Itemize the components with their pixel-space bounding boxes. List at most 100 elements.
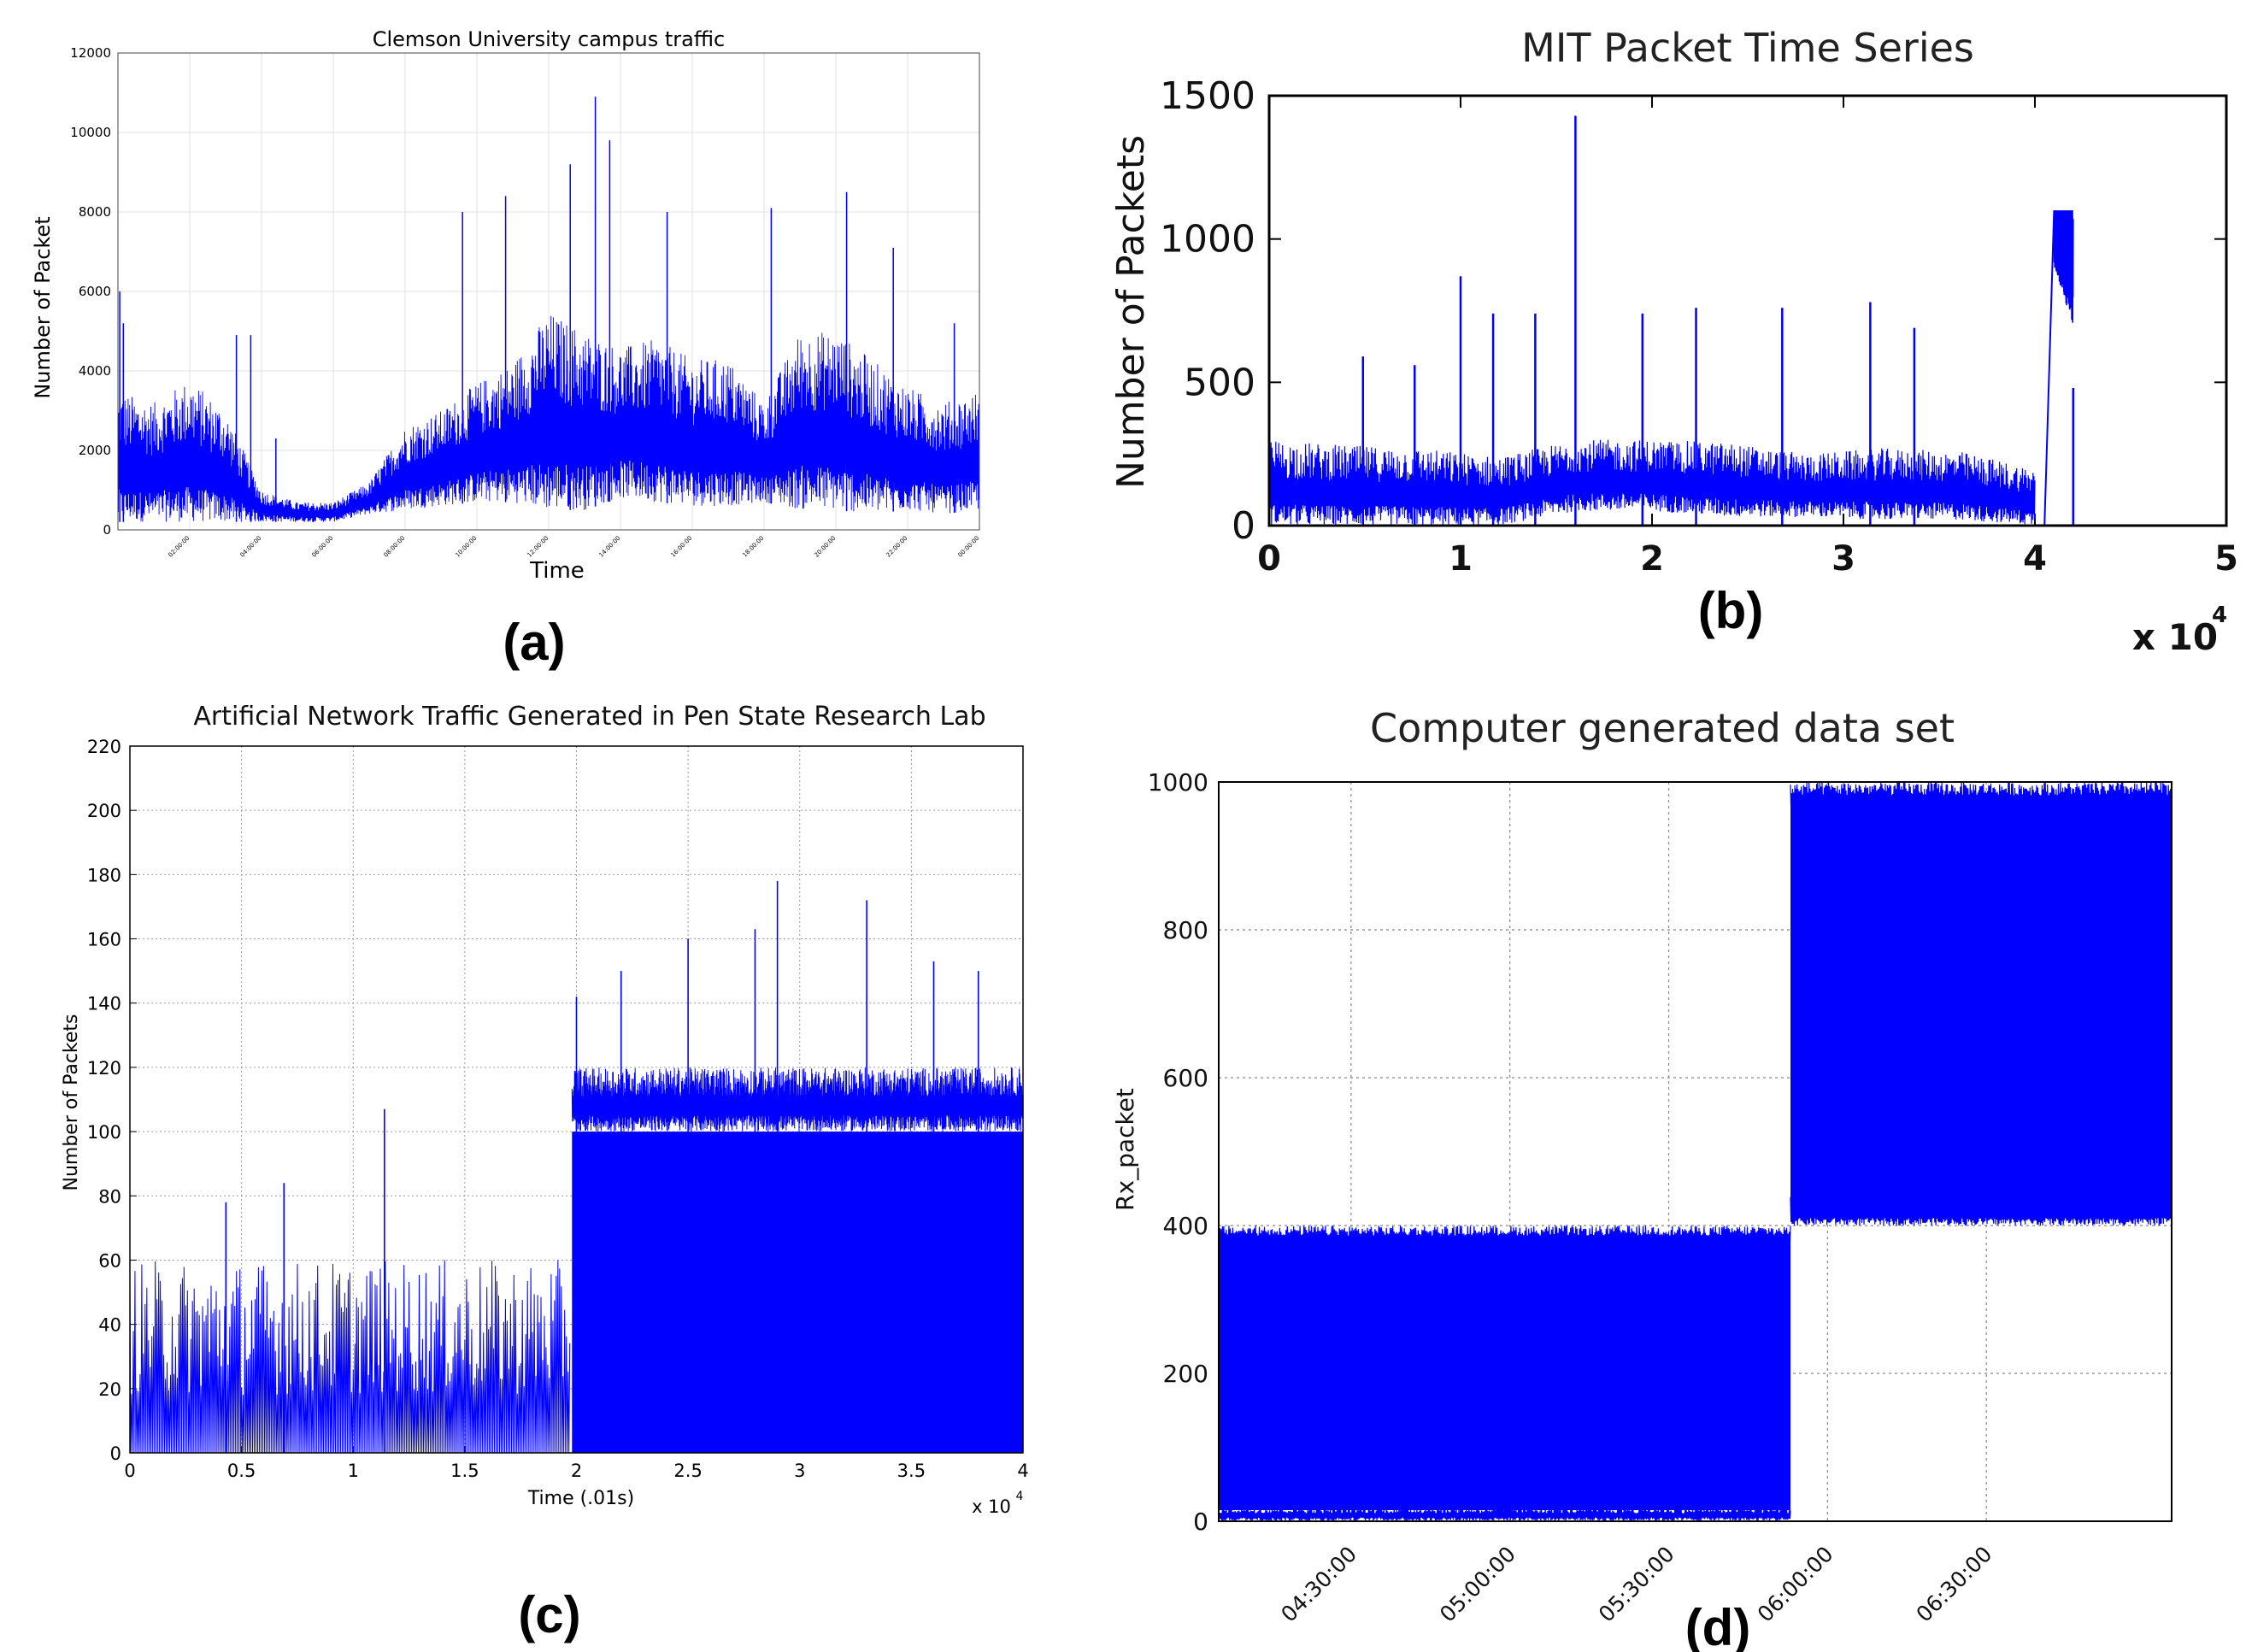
- chart-a-ytick-label: 0: [103, 522, 111, 538]
- chart-a-xtick-label: 18:00:00: [742, 535, 766, 559]
- chart-b-x-multiplier-exponent: 4: [2212, 603, 2227, 628]
- chart-d-segment-2-top: [1790, 781, 2173, 812]
- chart-c-xlabel: Time (.01s): [527, 1488, 634, 1509]
- chart-a-ytick-label: 10000: [70, 125, 111, 140]
- chart-a-xtick-label: 06:00:00: [311, 535, 335, 559]
- panel-label-a: (a): [503, 614, 565, 671]
- chart-c-ytick-label: 60: [98, 1250, 121, 1271]
- chart-b-series-line: [1268, 439, 2036, 526]
- chart-b-xtick-label: 1: [1449, 539, 1473, 579]
- chart-a-series-line: [117, 315, 980, 522]
- chart-c-xtick-label: 0.5: [227, 1461, 256, 1481]
- chart-c-ytick-label: 160: [87, 930, 121, 950]
- chart-d-ylabel: Rx_packet: [1111, 1088, 1139, 1211]
- chart-a-xtick-label: 08:00:00: [383, 535, 407, 559]
- chart-d-segment-2-bottom: [1790, 1196, 2173, 1226]
- chart-b-ytick-label: 0: [1232, 504, 1255, 548]
- panel-label-d: (d): [1685, 1599, 1751, 1652]
- chart-c-xtick-label: 1: [348, 1461, 359, 1481]
- chart-d-ytick-label: 400: [1163, 1212, 1208, 1240]
- panel-label-b: (b): [1698, 582, 1764, 639]
- chart-c-ytick-label: 20: [98, 1379, 121, 1400]
- chart-c-ytick-label: 220: [87, 737, 121, 757]
- chart-a-xtick-label: 02:00:00: [168, 535, 191, 559]
- chart-c-xtick-label: 4: [1017, 1461, 1028, 1481]
- chart-a-xtick-label: 16:00:00: [670, 535, 694, 559]
- chart-d-segment-1-bottom: [1218, 1506, 1791, 1522]
- chart-a-ytick-label: 2000: [79, 443, 111, 458]
- chart-a-ytick-label: 6000: [79, 284, 111, 299]
- chart-b-xtick-label: 0: [1257, 539, 1281, 579]
- chart-c-x-multiplier-exponent: 4: [1016, 1490, 1024, 1503]
- chart-c-series-high-fill: [572, 1132, 1023, 1453]
- chart-a-title: Clemson University campus traffic: [373, 27, 726, 51]
- panel-d-chart: Computer generated data set 0 200 400 600 800…: [1111, 705, 2173, 1627]
- chart-c-xtick-label: 3: [794, 1461, 805, 1481]
- chart-a-xtick-label: 22:00:00: [885, 535, 909, 559]
- chart-b-burst-block: [2054, 210, 2073, 268]
- chart-a-ytick-label: 4000: [79, 363, 111, 379]
- chart-c-xtick-label: 2: [571, 1461, 582, 1481]
- chart-d-segment-1-fill: [1219, 1240, 1790, 1511]
- chart-a-ytick-label: 12000: [70, 45, 111, 61]
- chart-b-xtick-label: 2: [1640, 539, 1664, 579]
- chart-c-series-line-low: [129, 1260, 571, 1454]
- chart-d-ytick-label: 800: [1163, 916, 1208, 944]
- chart-a-plot-frame: [117, 52, 980, 531]
- panel-a-chart: Clemson University campus traffic 0 2000 40…: [31, 27, 980, 584]
- chart-c-series-line-high: [571, 1067, 1024, 1132]
- chart-d-xtick-label: 04:30:00: [1276, 1542, 1361, 1627]
- chart-d-title: Computer generated data set: [1370, 705, 1955, 751]
- chart-d-xtick-label: 06:00:00: [1753, 1542, 1838, 1627]
- chart-a-ylabel: Number of Packet: [31, 216, 55, 398]
- chart-b-ylabel: Number of Packets: [1109, 135, 1153, 489]
- chart-a-xlabel: Time: [529, 558, 585, 584]
- chart-c-x-multiplier: x 10: [972, 1496, 1011, 1517]
- chart-b-burst-rise: [2043, 210, 2055, 526]
- chart-c-ytick-label: 80: [98, 1186, 121, 1207]
- panel-label-c: (c): [518, 1586, 580, 1643]
- chart-c-xtick-label: 0: [124, 1461, 135, 1481]
- chart-c-title: Artificial Network Traffic Generated in …: [193, 702, 985, 732]
- chart-b-title: MIT Packet Time Series: [1521, 25, 1974, 71]
- chart-a-xtick-label: 14:00:00: [598, 535, 622, 559]
- chart-c-ytick-label: 120: [87, 1058, 121, 1079]
- chart-b-xtick-label: 5: [2214, 539, 2238, 579]
- chart-a-xtick-label: 04:00:00: [239, 535, 263, 559]
- chart-c-xtick-label: 1.5: [450, 1461, 479, 1481]
- chart-b-xtick-label: 3: [1831, 539, 1855, 579]
- chart-b-xtick-label: 4: [2023, 539, 2047, 579]
- chart-c-ytick-label: 0: [110, 1443, 121, 1464]
- chart-d-segment-2-fill: [1790, 800, 2172, 1211]
- chart-b-ytick-label: 500: [1184, 361, 1255, 404]
- chart-d-plot-frame: [1218, 781, 2173, 1522]
- chart-a-xtick-label: 00:00:00: [957, 535, 981, 559]
- chart-b-plot-frame: [1267, 94, 2228, 527]
- chart-d-ytick-label: 1000: [1148, 768, 1208, 797]
- chart-c-ytick-label: 40: [98, 1315, 121, 1336]
- chart-c-ytick-label: 180: [87, 865, 121, 885]
- panel-c-chart: Artificial Network Traffic Generated in …: [61, 702, 1029, 1517]
- chart-d-segment-1-top: [1218, 1226, 1791, 1248]
- chart-c-plot-frame: [129, 745, 1024, 1454]
- chart-d-xtick-label: 05:30:00: [1594, 1542, 1679, 1627]
- chart-c-xtick-label: 2.5: [673, 1461, 702, 1481]
- chart-a-ytick-label: 8000: [79, 204, 111, 220]
- chart-a-xtick-label: 10:00:00: [455, 535, 479, 559]
- chart-d-xtick-label: 05:00:00: [1435, 1542, 1520, 1627]
- chart-d-xtick-label: 06:30:00: [1912, 1542, 1997, 1627]
- panel-b-chart: MIT Packet Time Series 0 500 1000 1500 0 1 2 3 4 5…: [1109, 25, 2238, 658]
- chart-d-ytick-label: 0: [1193, 1508, 1208, 1536]
- chart-c-ylabel: Number of Packets: [61, 1014, 82, 1190]
- chart-d-ytick-label: 600: [1163, 1064, 1208, 1092]
- chart-d-ytick-label: 200: [1163, 1360, 1208, 1388]
- chart-c-ytick-label: 140: [87, 994, 121, 1014]
- chart-c-ytick-label: 200: [87, 801, 121, 821]
- chart-a-xtick-label: 12:00:00: [526, 535, 550, 559]
- chart-b-x-multiplier: x 10: [2132, 616, 2218, 658]
- chart-c-ytick-label: 100: [87, 1122, 121, 1143]
- chart-b-ytick-label: 1000: [1160, 218, 1255, 262]
- chart-b-ytick-label: 1500: [1160, 74, 1255, 118]
- chart-c-xtick-label: 3.5: [897, 1461, 926, 1481]
